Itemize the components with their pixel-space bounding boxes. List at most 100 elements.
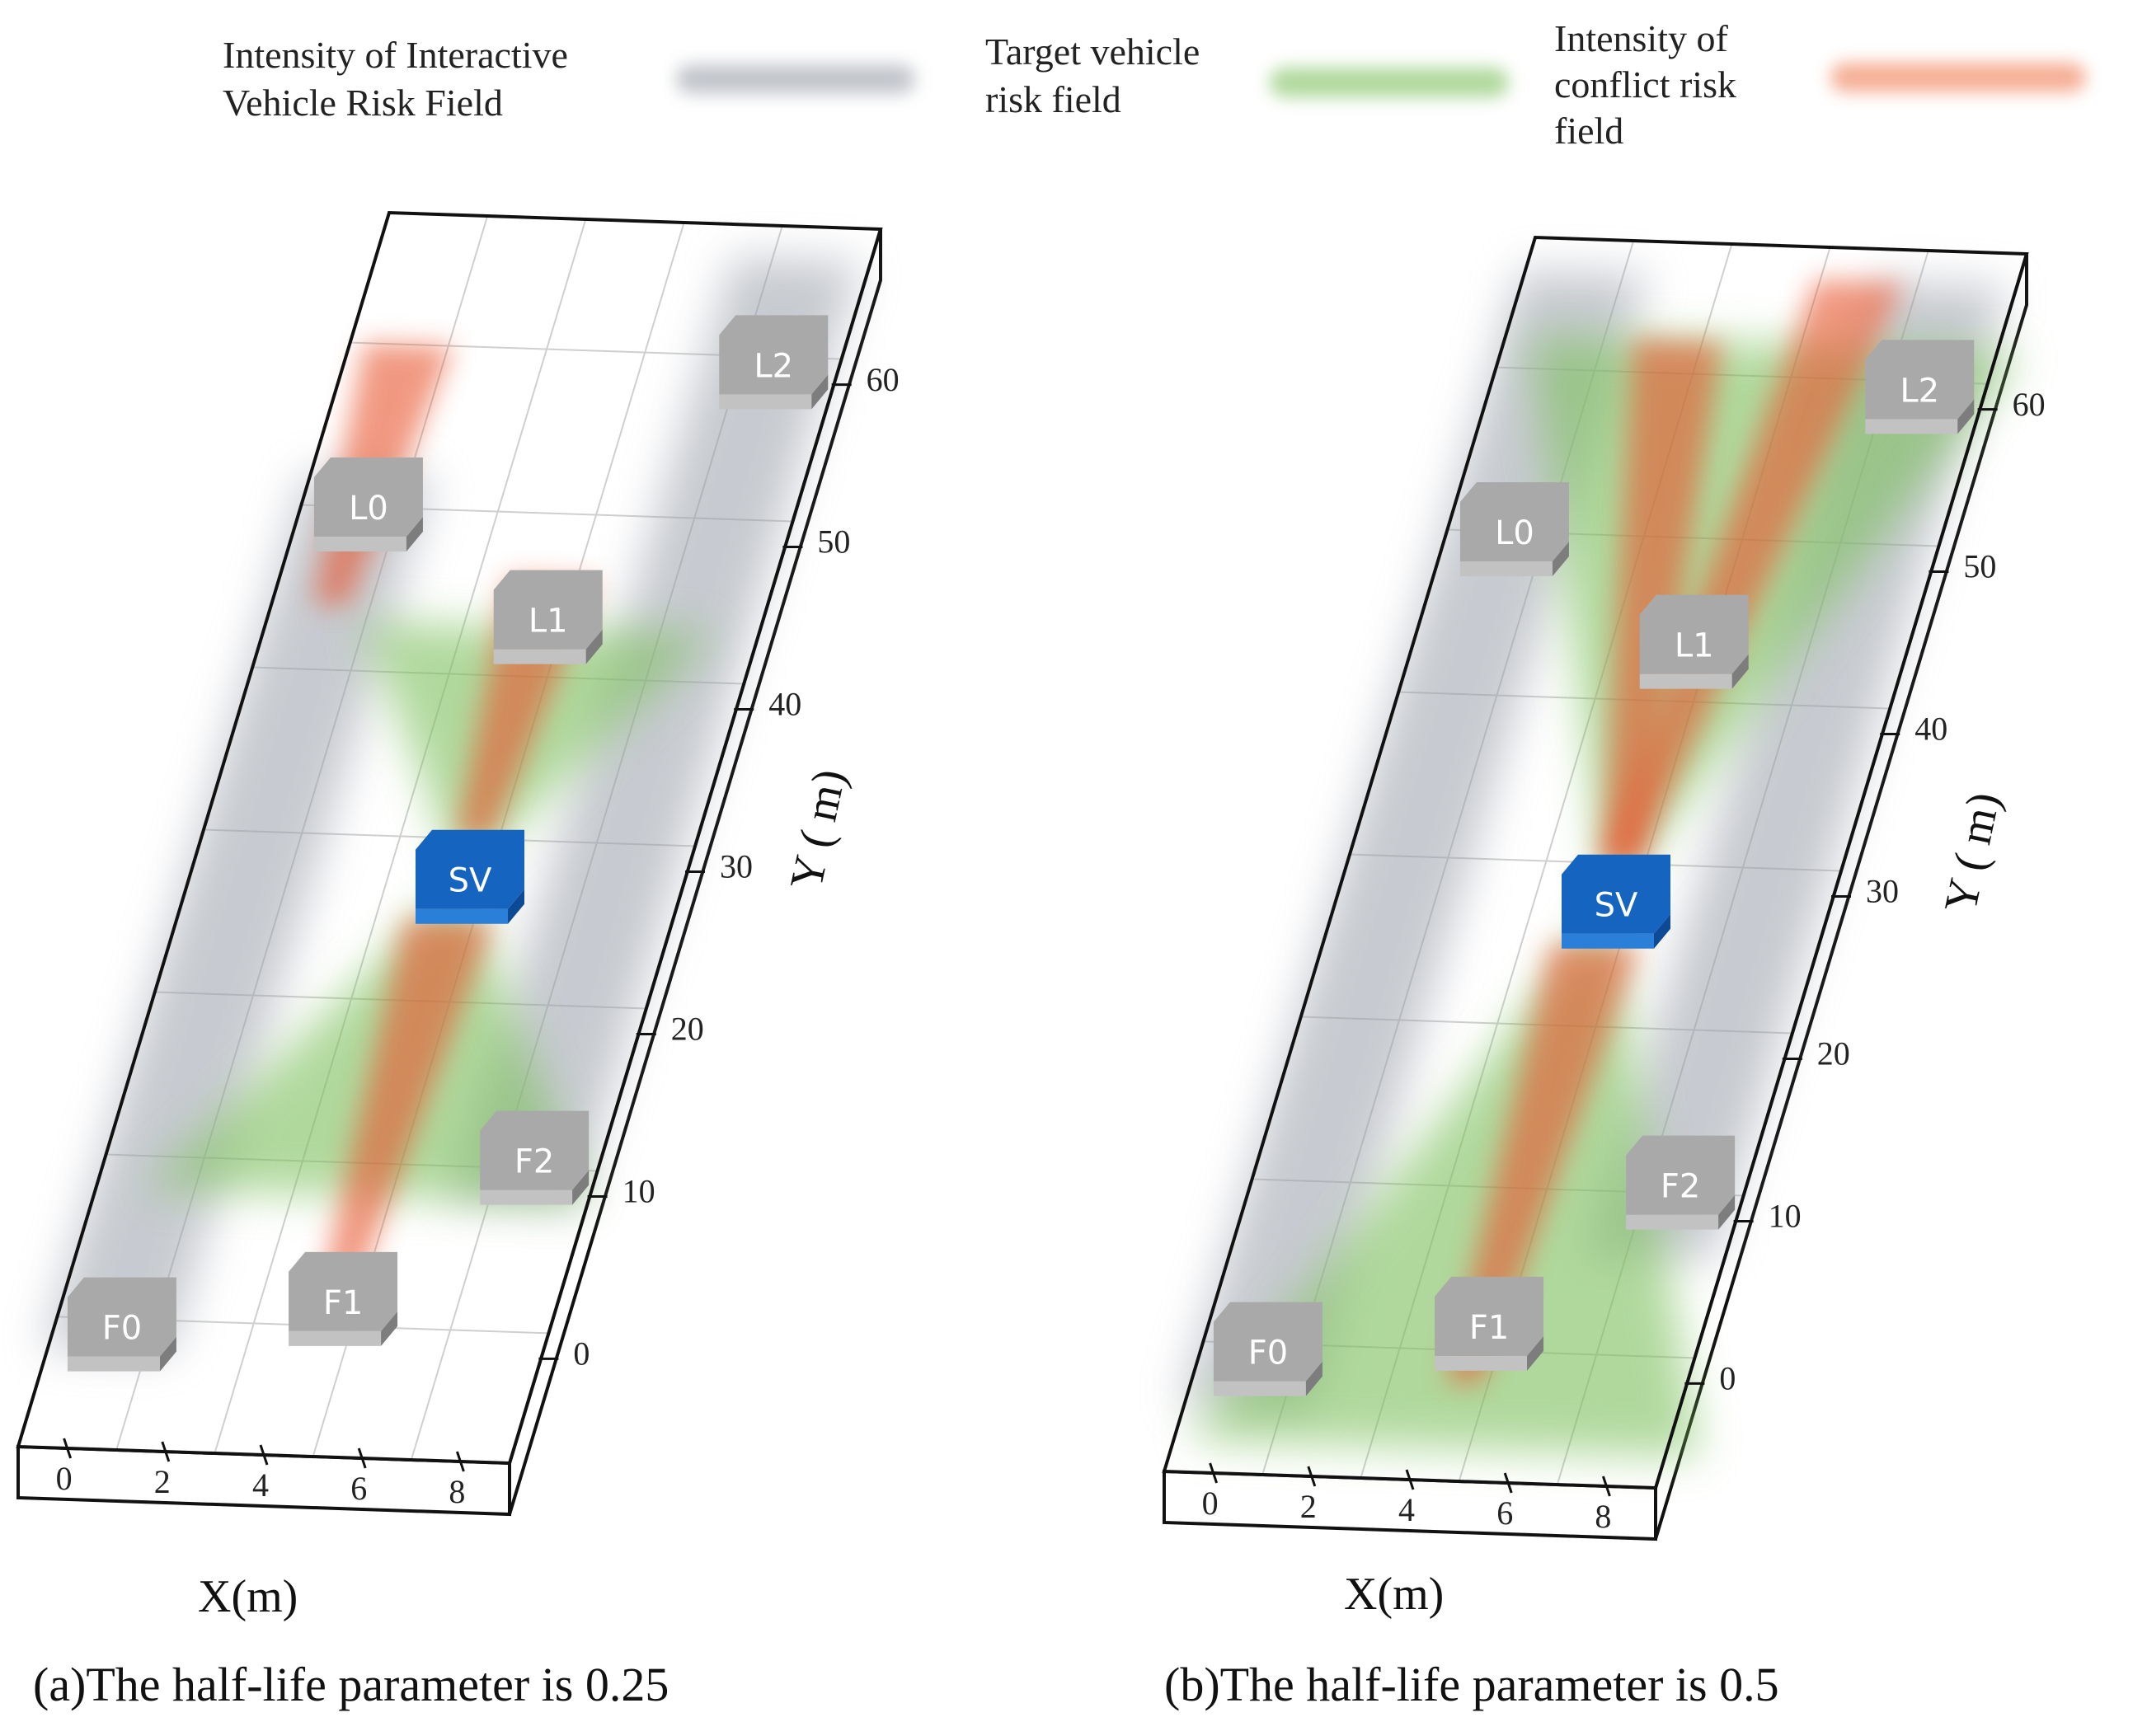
legend-label-target-line2: risk field [985,78,1121,120]
vehicle-l1: L1 [1639,594,1749,689]
legend-label-interactive: Intensity of Interactive Vehicle Risk Fi… [223,34,577,124]
x-tick-label: 0 [1202,1485,1219,1522]
y-tick-label: 20 [671,1011,704,1048]
vehicle-f1: F1 [1435,1276,1544,1371]
vehicle-l2: L2 [1865,340,1975,434]
x-tick-mark [455,1451,465,1472]
legend-label-conflict-line3: field [1554,110,1623,152]
x-axis: 0 2 4 6 8 X(m) [56,1438,465,1622]
y-tick-label: 30 [1866,873,1899,910]
interactive-risk-field [42,472,435,1354]
x-tick-mark [1601,1476,1611,1497]
x-axis-label: X(m) [198,1571,298,1622]
y-axis: 0 10 20 30 40 50 60 Y ( m) [1684,386,2046,1397]
vehicle-label: F0 [102,1310,142,1348]
y-axis-label: Y ( m) [781,765,856,894]
x-tick-mark [1307,1466,1317,1487]
x-tick-mark [1209,1462,1219,1484]
vehicle-l1: L1 [493,570,603,664]
vehicle-label: L1 [1675,627,1714,665]
legend-label-conflict-line1: Intensity of [1554,17,1728,59]
x-tick-label: 4 [1398,1491,1415,1528]
vehicle-f2: F2 [480,1110,590,1205]
vehicle-label: L0 [349,490,388,528]
legend-swatch-interactive [676,64,915,94]
road-outline [16,210,883,1466]
x-tick-mark [357,1447,367,1469]
legend-label-target-line1: Target vehicle [985,30,1200,73]
y-axis-label: Y ( m) [1935,788,2010,917]
vehicle-sv: SV [1561,854,1670,949]
vehicle-label: L2 [1900,372,1939,410]
x-tick-mark [161,1441,171,1462]
panel-caption: (b)The half-life parameter is 0.5 [1164,1658,1779,1711]
legend-label-interactive-line1: Intensity of Interactive [223,34,568,76]
legend-swatch-target [1270,68,1509,97]
conflict-risk-field [319,918,494,1294]
target-risk-field [360,622,715,880]
y-tick-label: 0 [1719,1360,1736,1397]
x-tick-mark [1503,1472,1513,1494]
vehicle-f0: F0 [1213,1302,1322,1396]
y-tick-label: 10 [1769,1198,1802,1235]
x-tick-label: 8 [1595,1498,1611,1535]
conflict-risk-field [1445,943,1640,1384]
vehicle-label: F2 [514,1143,554,1181]
y-tick-label: 40 [768,686,801,723]
vehicle-f0: F0 [67,1277,176,1372]
x-tick-mark [63,1438,73,1459]
x-axis: 0 2 4 6 8 X(m) [1202,1462,1611,1620]
vehicle-sv: SV [415,829,524,924]
y-tick-label: 20 [1817,1035,1850,1072]
vehicle-l0: L0 [1459,481,1569,576]
legend-label-conflict-line2: conflict risk [1554,63,1736,106]
y-tick-label: 0 [573,1335,590,1372]
x-axis-label: X(m) [1344,1569,1444,1620]
legend-label-interactive-line2: Vehicle Risk Field [223,82,503,124]
panel-b: F0 F1 F2 SV L1 L0 L2 0 10 20 30 40 50 60 Y ( m) 0 2 4 6 8 X(… [1162,235,2046,1711]
legend: Intensity of Interactive Vehicle Risk Fi… [223,17,2086,152]
y-tick-label: 40 [1914,711,1947,748]
vehicle-label: L2 [754,347,793,385]
y-tick-label: 30 [720,848,753,885]
vehicle-f1: F1 [289,1251,398,1346]
y-tick-label: 50 [1963,548,1996,585]
legend-label-conflict: Intensity of conflict risk field [1554,17,1746,152]
interactive-risk-field [449,256,862,1203]
legend-item-conflict: Intensity of conflict risk field [1554,17,2086,152]
x-tick-label: 6 [1496,1494,1513,1532]
y-axis: 0 10 20 30 40 50 60 Y ( m) [538,361,900,1372]
vehicle-label: SV [1595,887,1638,925]
legend-item-interactive: Intensity of Interactive Vehicle Risk Fi… [223,34,915,124]
x-tick-label: 6 [350,1470,367,1507]
x-tick-label: 2 [154,1463,171,1500]
vehicle-label: L1 [529,603,568,640]
panel-a: F0 F1 F2 SV L1 L0 L2 0 10 20 30 40 50 60 Y ( m) 0 2 4 6 8 X(… [16,210,900,1711]
y-tick-label: 10 [622,1173,655,1210]
legend-item-target: Target vehicle risk field [985,30,1509,120]
y-tick-label: 60 [867,361,900,398]
interactive-risk-field [1586,281,2008,1260]
vehicle-label: F1 [1469,1309,1509,1347]
vehicle-label: SV [449,862,492,900]
vehicle-f2: F2 [1626,1135,1736,1230]
road-outline [1162,235,2029,1490]
y-tick-label: 60 [2013,386,2046,423]
vehicle-label: F2 [1661,1168,1700,1206]
vehicle-label: L0 [1495,514,1534,552]
vehicle-l2: L2 [719,315,829,410]
vehicle-label: F0 [1248,1335,1288,1372]
x-tick-label: 2 [1300,1488,1317,1525]
conflict-risk-field [1602,279,1905,865]
x-tick-label: 8 [449,1473,465,1510]
x-tick-mark [1405,1469,1415,1490]
x-tick-label: 4 [252,1466,269,1504]
x-tick-label: 0 [56,1460,73,1497]
vehicle-label: F1 [323,1284,363,1322]
vehicle-l0: L0 [313,457,423,551]
panel-caption: (a)The half-life parameter is 0.25 [33,1658,669,1711]
legend-label-target: Target vehicle risk field [985,30,1210,120]
y-tick-label: 50 [817,523,850,561]
legend-swatch-conflict [1830,63,2086,92]
